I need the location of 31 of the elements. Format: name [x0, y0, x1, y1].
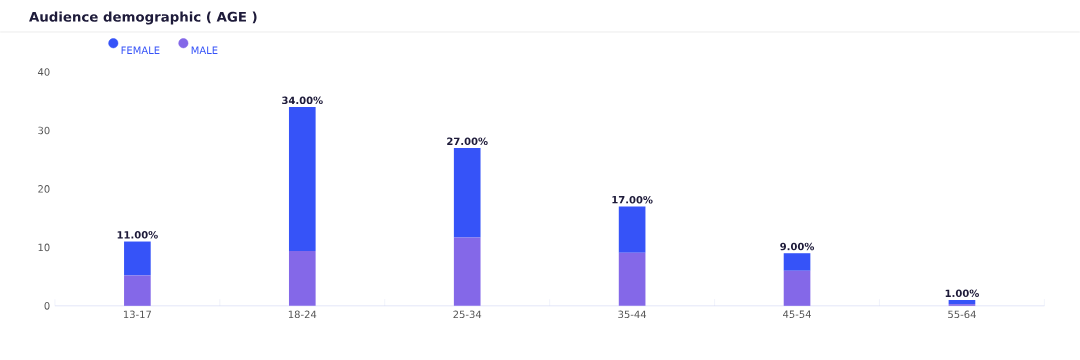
x-tick-label: 13-17: [123, 310, 152, 319]
chart-title: Audience demographic ( AGE ): [29, 11, 257, 25]
x-tick-label: 18-24: [288, 310, 317, 319]
x-tick-label: 55-64: [948, 310, 976, 319]
bar: [618, 252, 646, 306]
bar: [453, 237, 481, 306]
bar: [288, 250, 316, 306]
bar: [453, 148, 481, 238]
total-label: 9.00%: [780, 242, 815, 251]
y-tick-label: 0: [44, 302, 50, 310]
x-tick-label: 45-54: [783, 310, 811, 319]
bar: [124, 275, 151, 306]
y-tick-label: 40: [37, 68, 50, 76]
legend-label: MALE: [191, 46, 218, 54]
x-tick-label: 25-34: [453, 310, 482, 319]
total-label: 17.00%: [612, 196, 653, 204]
bar: [124, 241, 151, 276]
bar: [948, 300, 976, 305]
total-label: 34.00%: [282, 96, 323, 105]
y-tick-label: 10: [38, 243, 50, 252]
legend-label: FEMALE: [121, 46, 160, 54]
bar: [618, 206, 646, 253]
bar: [288, 107, 316, 251]
total-label: 11.00%: [117, 231, 158, 239]
bar: [783, 253, 811, 271]
bar: [783, 270, 811, 306]
x-tick-label: 35-44: [618, 310, 647, 319]
total-label: 27.00%: [447, 137, 488, 146]
total-label: 1.00%: [945, 289, 979, 298]
y-tick-label: 30: [38, 126, 50, 135]
y-tick-label: 20: [38, 185, 50, 193]
